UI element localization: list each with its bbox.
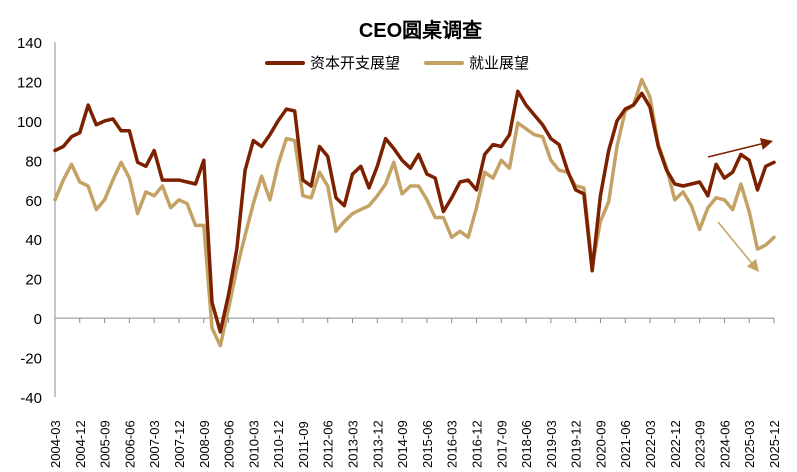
- legend-label-capex: 资本开支展望: [310, 55, 401, 72]
- x-axis: 2004-03 2004-12 2005-09 2006-06 2007-03 2007-…: [48, 317, 782, 468]
- series-line: [53, 77, 776, 348]
- arrowhead-icon: [759, 138, 773, 150]
- x-tick-label: 2006-06: [122, 420, 137, 468]
- y-tick-label: 100: [17, 114, 42, 131]
- x-tick-label: 2019-03: [544, 420, 559, 468]
- x-tick-label: 2022-12: [668, 420, 683, 468]
- x-tick-label: 2007-12: [172, 420, 187, 468]
- x-tick-label: 2005-09: [98, 420, 113, 468]
- x-tick-label: 2023-09: [693, 420, 708, 468]
- arrowhead-icon: [746, 258, 759, 272]
- x-tick-label: 2010-12: [271, 420, 286, 468]
- x-tick-label: 2017-09: [494, 420, 509, 468]
- legend-swatch-employment: [424, 60, 465, 65]
- x-tick-label: 2020-09: [593, 420, 608, 468]
- x-tick-label: 2016-03: [445, 420, 460, 468]
- legend-label-employment: 就业展望: [469, 55, 530, 72]
- x-tick-label: 2021-06: [618, 420, 633, 468]
- x-tick-label: 2008-09: [197, 420, 212, 468]
- chart-title: CEO圆桌调查: [358, 20, 483, 42]
- y-tick-label: -40: [20, 390, 42, 407]
- legend: 资本开支展望 就业展望: [265, 52, 553, 73]
- x-tick-label: 2018-06: [519, 420, 534, 468]
- x-tick-label: 2019-12: [569, 420, 584, 468]
- y-tick-label: 20: [25, 272, 42, 289]
- legend-item-capex: 资本开支展望: [265, 52, 400, 73]
- x-tick-label: 2004-03: [48, 420, 63, 468]
- x-tick-label: 2025-12: [767, 420, 782, 468]
- series-lines: [53, 77, 776, 348]
- x-tick-label: 2015-06: [420, 420, 435, 468]
- x-tick-label: 2009-06: [222, 420, 237, 468]
- x-tick-label: 2022-03: [643, 420, 658, 468]
- y-tick-label: 0: [34, 311, 42, 328]
- y-tick-label: 40: [25, 232, 42, 249]
- x-tick-label: 2011-09: [296, 421, 311, 468]
- series-line: [53, 89, 776, 334]
- x-tick-label: 2007-03: [147, 420, 162, 468]
- x-tick-label: 2013-12: [370, 420, 385, 468]
- legend-item-employment: 就业展望: [424, 52, 529, 73]
- x-tick-label: 2025-03: [742, 420, 757, 468]
- x-tick-label: 2024-06: [717, 420, 732, 468]
- x-tick-label: 2013-03: [346, 420, 361, 468]
- y-tick-label: -20: [20, 351, 42, 368]
- y-tick-label: 60: [25, 193, 42, 210]
- y-axis: 140 120 100 80 60 40 20 0 -20 -40: [17, 35, 56, 407]
- trend-arrows: [707, 138, 773, 272]
- y-tick-label: 140: [17, 35, 42, 52]
- trend-arrow-down-icon: [717, 221, 752, 264]
- x-tick-label: 2014-09: [395, 420, 410, 468]
- y-tick-label: 80: [25, 153, 42, 170]
- x-tick-label: 2012-06: [321, 420, 336, 468]
- x-tick-label: 2010-03: [246, 420, 261, 468]
- trend-arrow-up-icon: [707, 143, 762, 158]
- y-tick-label: 120: [17, 74, 42, 91]
- x-tick-label: 2016-12: [469, 420, 484, 468]
- legend-swatch-capex: [265, 60, 305, 65]
- x-tick-label: 2004-12: [73, 420, 88, 468]
